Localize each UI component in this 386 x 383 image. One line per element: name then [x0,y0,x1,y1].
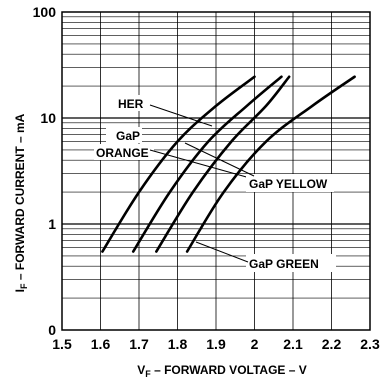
grid [62,12,370,330]
leader-orange [149,149,251,179]
y-tick-label: 10 [40,110,56,126]
leader-green [195,241,249,263]
label-orange2-bg [94,144,154,160]
y-tick-label: 100 [33,4,57,20]
series-line-gap-orange [131,75,283,253]
curves [101,75,356,253]
label-gap-green: GaP GREEN [249,257,319,271]
series-line-gap-yellow [155,75,291,253]
label-her-bg [116,95,150,111]
x-axis-title: VF – FORWARD VOLTAGE – V [137,363,307,379]
label-her: HER [118,97,144,111]
x-tick-label: 1.8 [168,336,188,352]
y-axis-title: IF – FORWARD CURRENT – mA [13,113,29,292]
x-tick-label: 1.9 [206,336,226,352]
label-green-bg [246,254,336,272]
x-tick-label: 1.7 [129,336,149,352]
x-tick-label: 2 [251,336,259,352]
series-labels: HER GaP ORANGE GaP YELLOW GaP GREEN [94,95,336,272]
leader-yellow [184,142,255,177]
label-gap-orange-2: ORANGE [96,146,149,160]
label-yellow-bg [246,174,334,192]
x-tick-label: 1.6 [91,336,111,352]
x-tick-label: 1.5 [52,336,72,352]
x-tick-label: 2.2 [322,336,342,352]
y-tick-label: 0 [48,322,56,338]
x-tick-labels: 1.5 1.6 1.7 1.8 1.9 2 2.1 2.2 2.3 [52,336,380,352]
series-line-her [101,75,256,253]
y-tick-label: 1 [48,216,56,232]
x-tick-label: 2.1 [283,336,303,352]
label-gap-orange-1: GaP [116,129,140,143]
label-orange1-bg [106,127,142,143]
label-gap-yellow: GaP YELLOW [249,177,328,191]
series-line-gap-green [185,75,356,253]
x-tick-label: 2.3 [360,336,380,352]
plot-frame [61,11,371,331]
leader-her [149,104,213,127]
y-tick-labels: 0 1 10 100 [33,4,57,338]
